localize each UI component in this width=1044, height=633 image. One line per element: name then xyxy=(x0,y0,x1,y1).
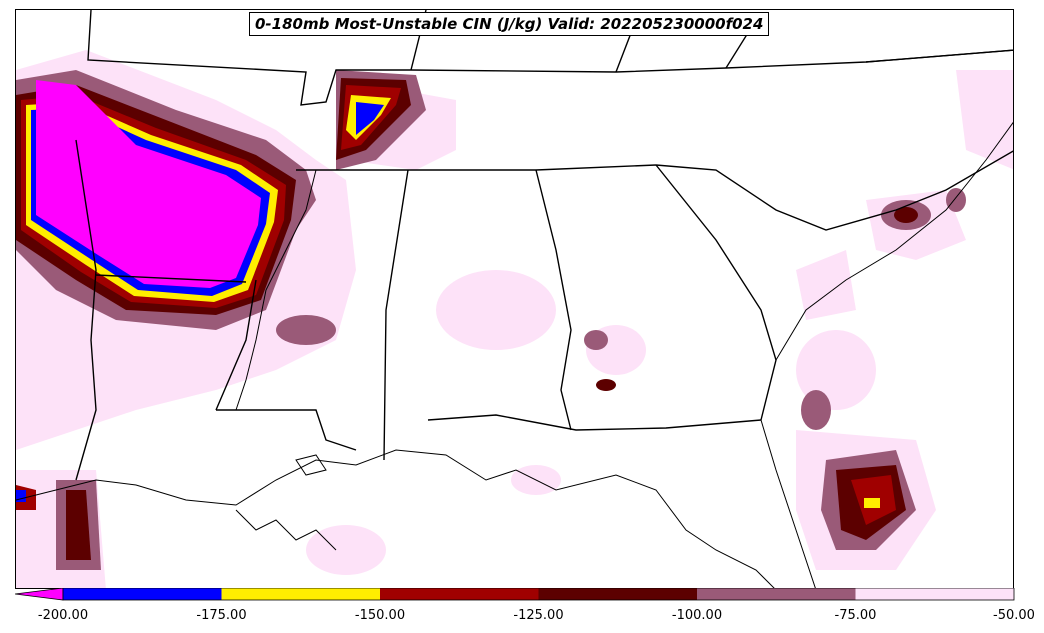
colorbar-tick-label: -175.00 xyxy=(196,608,247,623)
cin-map xyxy=(16,10,1013,588)
colorbar-tick-label: -75.00 xyxy=(834,608,877,623)
colorbar-extend-min xyxy=(15,588,64,601)
colorbar-bin xyxy=(221,588,380,600)
colorbar-tick-label: -200.00 xyxy=(37,608,89,623)
colorbar xyxy=(15,588,1015,601)
colorbar-tick-label: -100.00 xyxy=(671,608,723,623)
colorbar-bin xyxy=(855,588,1014,600)
colorbar-tick-label: -125.00 xyxy=(513,608,564,623)
cin-field-magenta xyxy=(36,80,261,288)
river-outline xyxy=(235,169,317,411)
map-panel xyxy=(15,9,1014,589)
coastline xyxy=(16,121,1013,588)
colorbar-border xyxy=(62,588,1015,601)
colorbar-bin xyxy=(63,588,222,600)
colorbar-bin xyxy=(538,588,697,600)
map-title: 0-180mb Most-Unstable CIN (J/kg) Valid: … xyxy=(249,12,770,36)
colorbar-tick-label: -150.00 xyxy=(354,608,406,623)
colorbar-bin xyxy=(697,588,856,600)
colorbar-bins xyxy=(62,588,1015,601)
colorbar-bin xyxy=(380,588,539,600)
colorbar-tick-label: -50.00 xyxy=(993,608,1035,623)
